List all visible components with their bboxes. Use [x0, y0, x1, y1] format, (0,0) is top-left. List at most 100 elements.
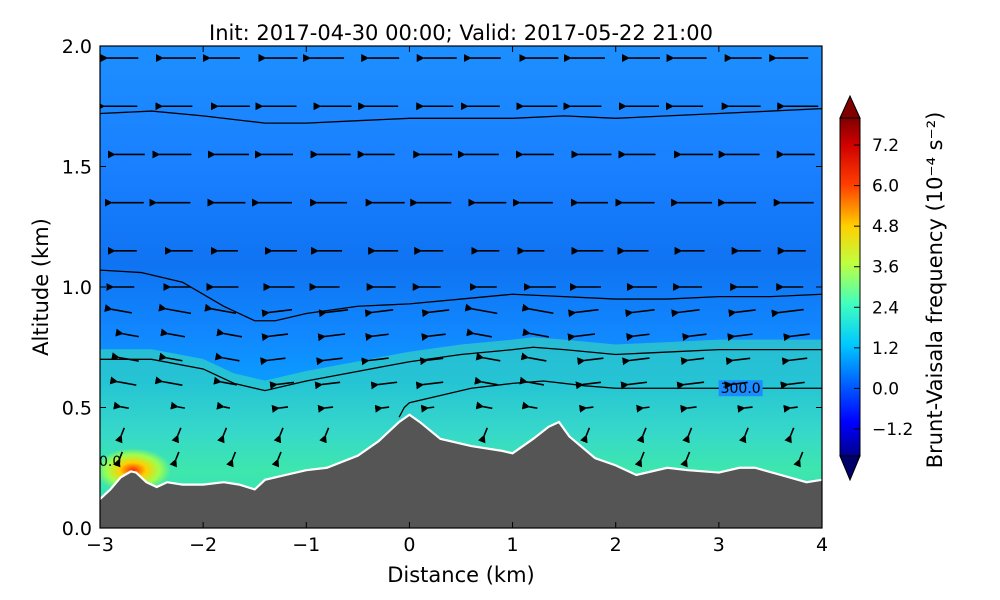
wind-vector: [415, 381, 444, 390]
wind-vector: [771, 308, 804, 318]
terrain: [100, 414, 822, 528]
wind-vector: [626, 333, 650, 341]
contour-line: [100, 346, 822, 392]
wind-vector: [113, 401, 129, 410]
wind-vector: [420, 404, 435, 413]
colorbar-extend-max: [839, 94, 861, 119]
wind-vector: [261, 333, 289, 342]
wind-vector: [568, 308, 599, 318]
terrain-outline: [100, 413, 822, 500]
wind-vector: [680, 451, 691, 468]
wind-vector: [421, 309, 450, 318]
wind-vector: [466, 328, 492, 338]
wind-vector: [519, 376, 544, 386]
y-tick-label: 0.0: [62, 518, 92, 540]
wind-vector: [625, 308, 655, 318]
wind-vector: [622, 357, 650, 366]
y-tick-label: 1.5: [62, 157, 92, 179]
wind-vector: [521, 401, 538, 410]
x-axis: −3 −2 −1 0 1 2 3 4: [86, 46, 828, 556]
wind-vector: [318, 308, 349, 318]
wind-vector: [160, 328, 185, 338]
colorbar-tick-label: 6.0: [872, 177, 899, 197]
x-tick-label: −1: [292, 534, 320, 556]
wind-vector: [783, 404, 798, 413]
contour-line: [100, 108, 822, 124]
colorbar: −1.2 0.0 1.2 2.4 3.6 4.8 6.0 7.2 Brunt-Vaisala …: [839, 94, 947, 482]
wind-vector: [784, 427, 795, 444]
wind-vector: [464, 303, 498, 315]
wind-vector: [636, 427, 647, 444]
wind-vector: [575, 381, 602, 390]
contour-label-left: 0.0: [99, 454, 121, 470]
colorbar-tick-label: 2.4: [872, 298, 899, 318]
wind-vector: [112, 451, 124, 468]
y-axis: 0.0 0.5 1.0 1.5 2.0: [62, 36, 822, 540]
x-tick-label: 3: [713, 534, 725, 556]
wind-vector: [204, 303, 237, 315]
x-tick-label: −3: [86, 534, 114, 556]
y-axis-label: Altitude (km): [29, 218, 53, 356]
wind-vector: [724, 381, 748, 390]
wind-vector: [474, 376, 498, 386]
x-tick-label: 1: [507, 534, 519, 556]
wind-vector: [781, 357, 808, 366]
wind-vector: [636, 404, 650, 413]
wind-vector: [109, 376, 137, 386]
wind-vector: [111, 352, 139, 362]
x-tick-label: −2: [189, 534, 217, 556]
wind-vector: [521, 303, 554, 315]
wind-vector: [620, 381, 648, 390]
wind-vector: [634, 451, 645, 468]
wind-vector: [317, 404, 334, 413]
wind-vector: [780, 381, 805, 390]
colorbar-tick-label: 4.8: [872, 217, 899, 237]
colorbar-body: [839, 117, 861, 457]
wind-vector: [579, 404, 594, 413]
wind-vector: [273, 427, 284, 444]
wind-vector: [475, 401, 493, 410]
wind-vector: [317, 333, 346, 342]
colorbar-tick-label: 1.2: [872, 339, 899, 359]
wind-vector: [725, 357, 751, 366]
wind-vector: [682, 333, 707, 342]
wind-vector: [680, 357, 705, 366]
colorbar-tick-label: 3.6: [872, 258, 899, 278]
colorbar-label: Brunt-Vaisala frequency (10⁻⁴ s⁻²): [923, 112, 947, 469]
contour-line: [100, 269, 822, 322]
colorbar-tick-label: 0.0: [872, 379, 899, 399]
wind-vector: [520, 352, 547, 362]
wind-vector: [522, 328, 549, 338]
x-tick-label: 4: [816, 534, 828, 556]
wind-vector: [783, 333, 810, 342]
x-tick-label: 0: [403, 534, 415, 556]
wind-vector: [580, 427, 591, 444]
wind-vector: [169, 451, 180, 468]
wind-vector: [216, 401, 231, 410]
wind-vector: [154, 376, 183, 386]
wind-vector: [314, 381, 341, 390]
wind-vector: [170, 401, 185, 410]
wind-vector: [260, 357, 286, 366]
wind-vector: [269, 381, 295, 390]
wind-vector: [577, 357, 604, 366]
x-axis-label: Distance (km): [387, 563, 535, 587]
wind-vector: [727, 333, 753, 342]
plot-area: 300.00.0: [99, 46, 822, 528]
wind-vector: [676, 381, 705, 390]
wind-vector: [216, 328, 243, 338]
wind-vector: [364, 309, 394, 318]
wind-vector: [365, 333, 389, 341]
wind-vector: [370, 381, 398, 390]
colorbar-tick-label: 7.2: [872, 136, 899, 156]
wind-vector: [171, 427, 182, 444]
wind-vector: [319, 427, 330, 444]
wind-vector: [271, 404, 289, 413]
wind-vector: [737, 404, 753, 413]
wind-vector: [374, 404, 390, 413]
wind-vector: [477, 427, 489, 444]
wind-vector: [361, 357, 389, 366]
wind-vector: [475, 352, 501, 362]
wind-vector: [217, 427, 228, 444]
